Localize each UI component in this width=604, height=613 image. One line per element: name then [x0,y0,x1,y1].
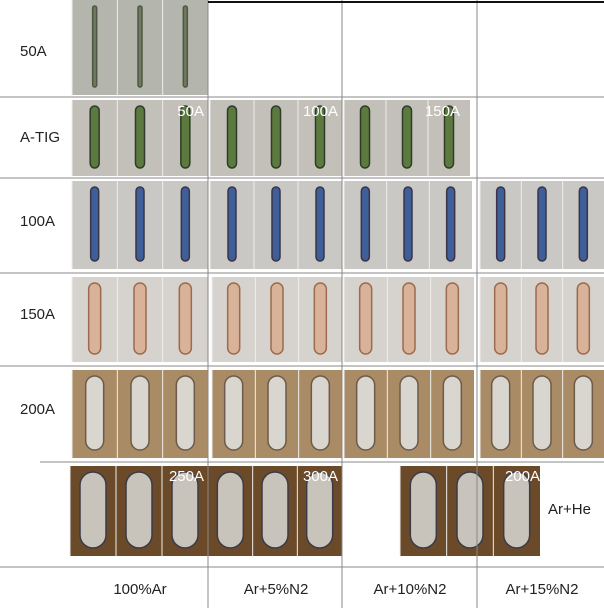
weld-bead [180,186,191,262]
weld-bead [135,186,145,262]
weld-bead [305,471,334,549]
weld-bead [87,282,102,355]
weld-bead [442,375,463,451]
weld-bead [445,282,460,355]
panel-label: 300A [303,468,338,485]
weld-bead [226,282,241,355]
weld-bead [89,105,100,169]
weld-bead [125,471,153,549]
panel-label: 150A [425,103,460,120]
weld-bead [223,375,244,451]
weld-bead [216,471,245,549]
row-label: 150A [20,306,55,323]
row-label: 100A [20,213,55,230]
side-label: Ar+He [548,501,591,518]
weld-bead [227,186,237,262]
column-label: 100%Ar [113,581,166,598]
weld-bead [537,186,547,262]
weld-bead [399,375,419,451]
weld-bead [359,105,371,169]
panel-label: 100A [303,103,338,120]
weld-bead [358,282,373,355]
weld-bead [532,375,552,451]
weld-bead [315,186,325,262]
weld-bead [89,186,100,262]
weld-bead [403,186,413,262]
panel-label: 250A [169,468,204,485]
weld-bead [445,186,456,262]
weld-bead [401,105,413,169]
weld-bead [576,282,591,355]
panel-label: 200A [505,468,540,485]
weld-bead [171,471,199,549]
weld-bead [535,282,549,355]
weld-bead [456,471,484,549]
weld-bead [182,5,189,88]
weld-bead [443,105,455,169]
weld-bead [133,282,147,355]
weld-bead [490,375,511,451]
weld-bead [267,375,287,451]
weld-bead [79,471,107,549]
row-label: 50A [20,43,47,60]
row-label: A-TIG [20,129,60,146]
weld-bead [314,105,326,169]
weld-bead [502,471,531,549]
weld-bead [134,105,146,169]
weld-bead [270,282,284,355]
weld-bead [130,375,150,451]
weld-bead [84,375,105,451]
weld-bead [271,186,281,262]
weld-bead [578,186,589,262]
weld-bead [310,375,331,451]
column-label: Ar+5%N2 [244,581,309,598]
photo-layer [69,0,604,556]
row-label: 200A [20,401,55,418]
weld-bead [91,5,98,88]
weld-bead [360,186,371,262]
weld-bead [493,282,508,355]
weld-bead [137,5,143,88]
weld-bead [355,375,376,451]
panel-label: 50A [177,103,204,120]
weld-bead [313,282,328,355]
weld-bead [178,282,193,355]
labels: 50A A-TIG 100A 150A 200A 100%Ar Ar+5%N2 … [20,43,591,598]
column-label: Ar+15%N2 [506,581,579,598]
weld-bead [573,375,594,451]
weld-bead [409,471,438,549]
weld-bead [175,375,196,451]
column-label: Ar+10%N2 [374,581,447,598]
weld-bead [180,105,191,169]
weld-bead [270,105,282,169]
weld-bead [226,105,238,169]
weld-bead [261,471,289,549]
weld-bead [402,282,416,355]
weld-bead [495,186,506,262]
